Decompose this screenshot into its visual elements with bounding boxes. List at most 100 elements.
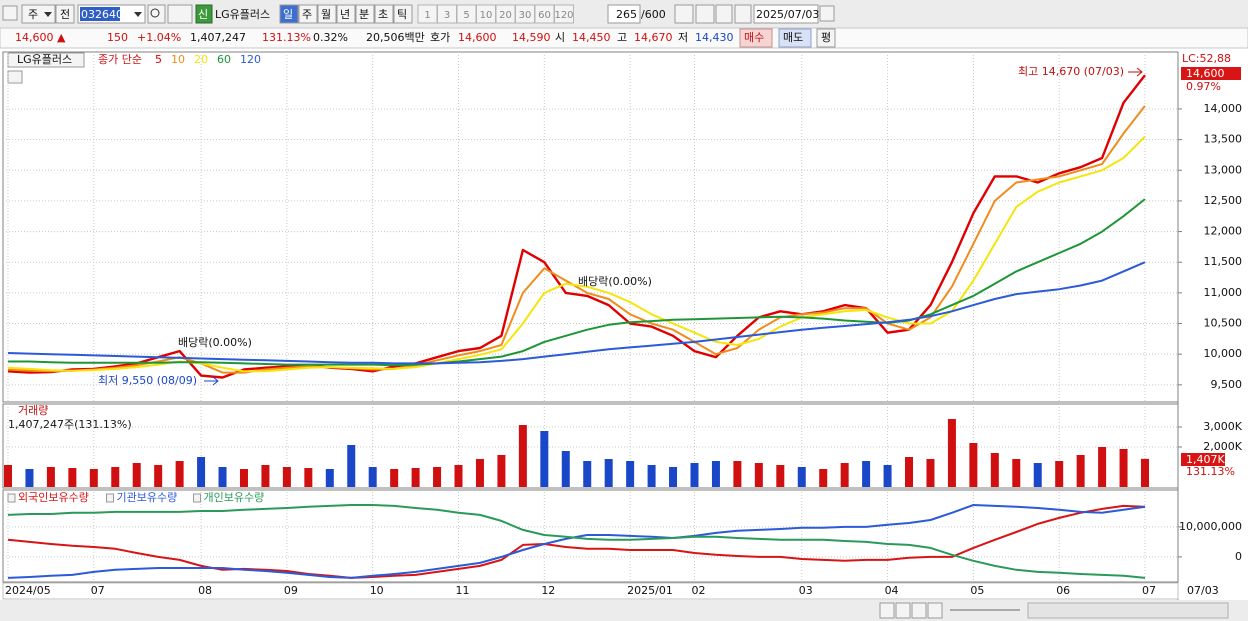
y-tick-label: 10,000,000 xyxy=(1179,520,1242,533)
x-tick-label: 07 xyxy=(1142,584,1156,597)
x-tick-label: 04 xyxy=(885,584,899,597)
volume-bar xyxy=(733,461,742,487)
date-input[interactable] xyxy=(753,4,819,24)
code: 032640 xyxy=(81,8,123,21)
flag: 신 xyxy=(198,8,208,21)
legend-entry: 20 xyxy=(194,53,208,66)
prev: 전 xyxy=(60,8,70,21)
last-volume: 1,407K xyxy=(1186,453,1225,466)
period-button[interactable] xyxy=(374,4,394,24)
low: 14,430 xyxy=(695,31,734,44)
buy: 매수 xyxy=(744,31,764,44)
period-button[interactable] xyxy=(298,4,318,24)
count-max: /600 xyxy=(641,8,666,21)
open-label: 시 xyxy=(555,31,565,44)
annotation: 최고 14,670 (07/03) xyxy=(1018,65,1124,78)
x-tick-label: 08 xyxy=(198,584,212,597)
volume-bar xyxy=(111,467,120,487)
volume-bar xyxy=(905,457,914,487)
x-tick-label: 06 xyxy=(1056,584,1070,597)
volume-bar xyxy=(304,468,313,487)
period-button[interactable] xyxy=(279,4,299,24)
period: 주 xyxy=(302,8,312,21)
buy-button[interactable] xyxy=(739,28,773,48)
volume-bar xyxy=(175,461,184,487)
period-button[interactable] xyxy=(393,4,413,24)
volume-bar xyxy=(647,465,656,487)
search-icon xyxy=(150,8,160,18)
sound-button[interactable] xyxy=(167,4,193,24)
volume-title: 거래량 xyxy=(18,404,48,417)
volume-bar xyxy=(776,465,785,487)
volume-bar xyxy=(497,455,506,487)
holding-line xyxy=(7,504,1146,579)
scroll-button[interactable] xyxy=(879,602,895,619)
interval: 120 xyxy=(554,10,573,21)
volume-bar xyxy=(282,467,291,487)
scroll-button[interactable] xyxy=(927,602,943,619)
volume-bar xyxy=(626,461,635,487)
volume-bar xyxy=(1076,455,1085,487)
annotation: 배당락(0.00%) xyxy=(578,275,652,288)
x-tick-label: 2025/01 xyxy=(627,584,673,597)
calendar-button[interactable] xyxy=(819,5,835,22)
tool-strip[interactable] xyxy=(1027,602,1229,619)
volume-bar xyxy=(239,469,248,487)
search-button[interactable] xyxy=(147,4,166,24)
interval: 10 xyxy=(480,10,493,21)
prev-button[interactable] xyxy=(55,4,75,24)
info-bar xyxy=(0,27,1248,49)
legend-marker xyxy=(7,493,16,503)
tool-button[interactable] xyxy=(674,4,694,24)
sell-button[interactable] xyxy=(778,28,812,48)
volume-bar xyxy=(669,467,678,487)
volume-bar xyxy=(1119,449,1128,487)
annotation: 배당락(0.00%) xyxy=(178,336,252,349)
annotation-arrow xyxy=(1128,67,1143,77)
date: 2025/07/03 xyxy=(756,8,819,21)
settings-button[interactable] xyxy=(734,4,752,24)
period: 초 xyxy=(378,8,388,21)
volume-bar xyxy=(754,463,763,487)
volume-bar xyxy=(604,459,613,487)
volume-bar xyxy=(46,467,55,487)
y-tick-label: 10,000 xyxy=(1204,347,1243,360)
volume-bar xyxy=(454,465,463,487)
x-tick-label: 12 xyxy=(541,584,555,597)
save-button[interactable] xyxy=(715,4,733,24)
period-button[interactable] xyxy=(336,4,356,24)
y-tick-label: 0 xyxy=(1235,550,1242,563)
volume-bar xyxy=(883,465,892,487)
scroll-button[interactable] xyxy=(895,602,911,619)
volume-bar xyxy=(583,461,592,487)
volume-bar xyxy=(926,459,935,487)
eval-button[interactable] xyxy=(816,28,836,48)
stop-button[interactable] xyxy=(911,602,927,619)
dropdown-arrow xyxy=(134,12,142,17)
y-tick-label: 13,500 xyxy=(1204,133,1243,146)
tool-button[interactable] xyxy=(695,4,715,24)
x-tick-label: 03 xyxy=(799,584,813,597)
volume-bar xyxy=(1141,458,1149,487)
menu-icon[interactable] xyxy=(2,5,18,21)
table-icon[interactable] xyxy=(7,70,23,84)
volume-bar xyxy=(1033,463,1042,487)
interval: 5 xyxy=(463,10,469,21)
x-tick-label: 09 xyxy=(284,584,298,597)
interval-button[interactable] xyxy=(554,4,574,24)
volume-bar xyxy=(540,431,549,487)
market-select[interactable] xyxy=(21,4,56,24)
y-tick-label: 3,000K xyxy=(1203,420,1242,433)
count-input[interactable] xyxy=(607,4,641,24)
change-label: 0.97% xyxy=(1186,80,1221,93)
volume-bar xyxy=(218,467,227,487)
period: 틱 xyxy=(397,8,407,21)
ma-line xyxy=(7,261,1146,365)
period-button[interactable] xyxy=(355,4,375,24)
ma-line xyxy=(7,74,1146,379)
period-button[interactable] xyxy=(317,4,337,24)
dropdown-arrow xyxy=(44,12,52,17)
legend-entry: 개인보유수량 xyxy=(204,491,265,504)
x-axis-bg xyxy=(2,582,1179,600)
